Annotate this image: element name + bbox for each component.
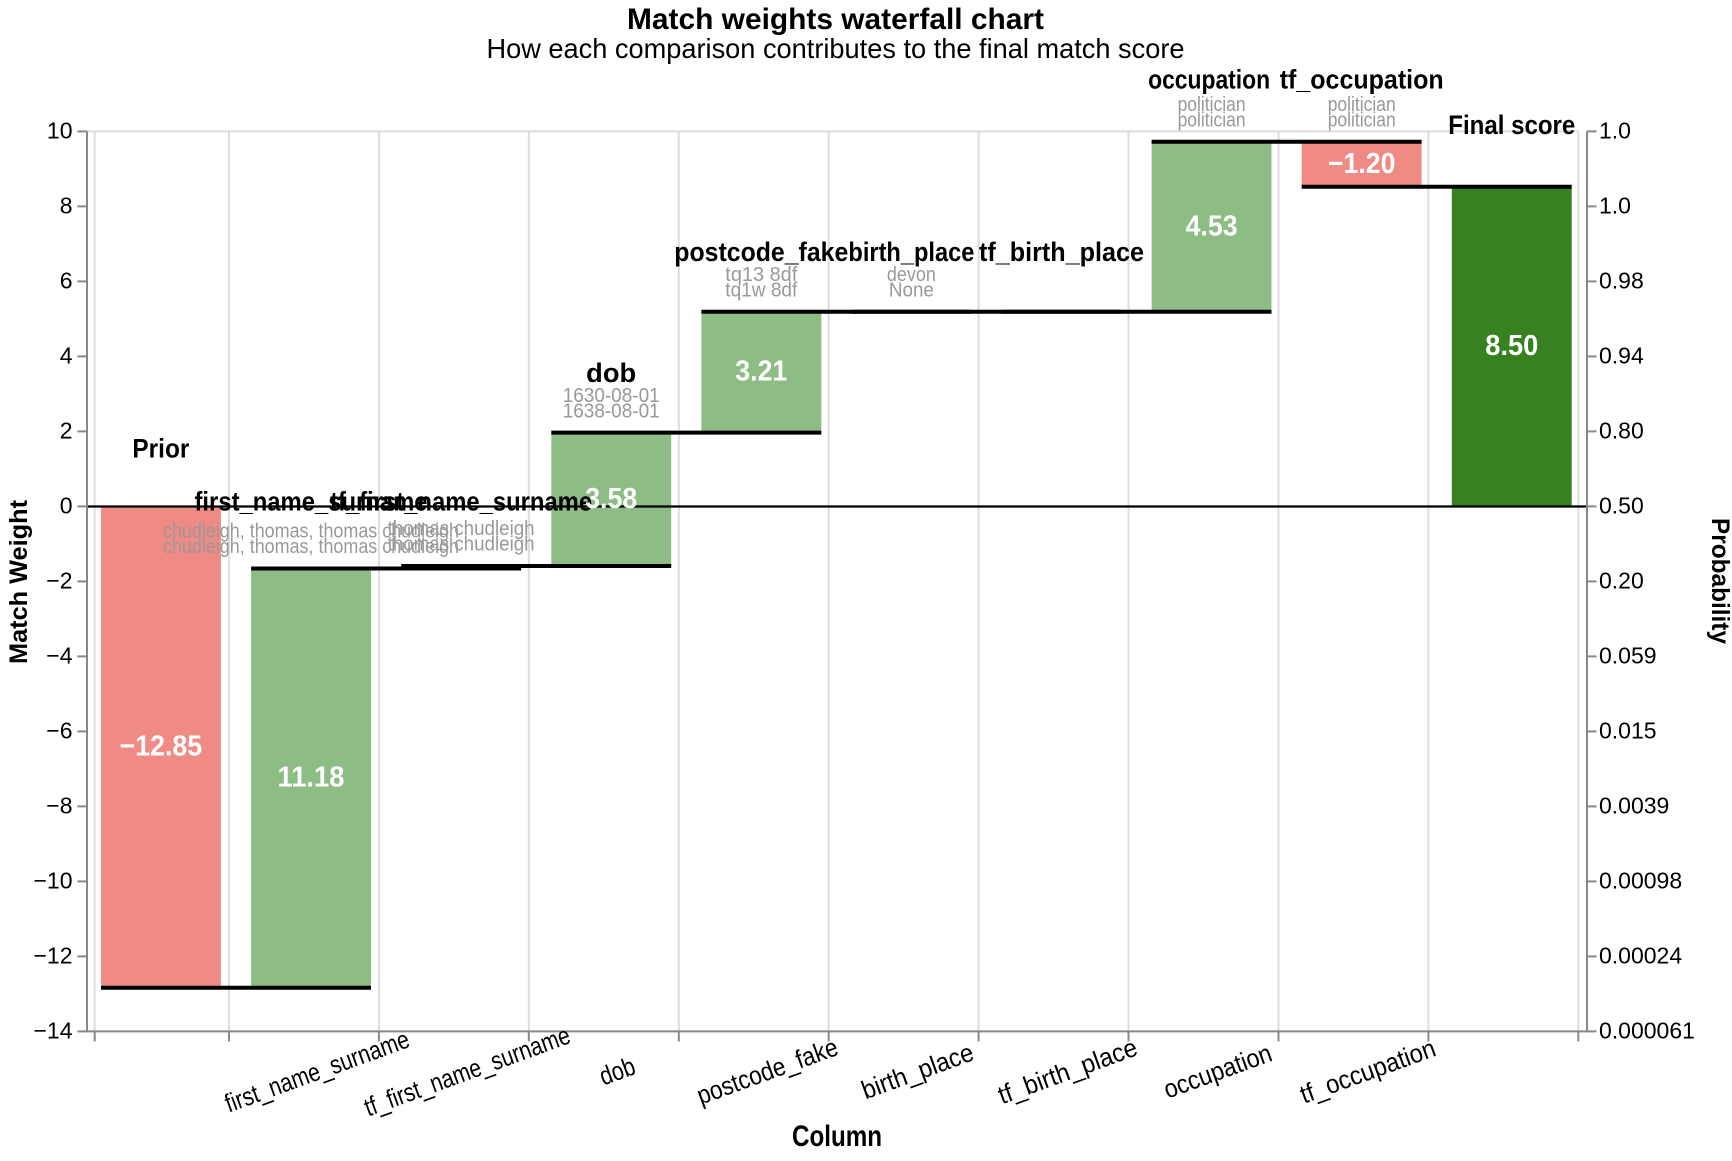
svg-text:politician: politician	[1328, 93, 1396, 116]
svg-text:tf_first_name_surname: tf_first_name_surname	[330, 487, 592, 517]
svg-text:first_name_surname: first_name_surname	[195, 487, 428, 517]
svg-text:tq1w 8df: tq1w 8df	[725, 279, 797, 302]
svg-text:4: 4	[60, 343, 73, 369]
svg-text:1638-08-01: 1638-08-01	[563, 399, 660, 422]
svg-text:4.53: 4.53	[1186, 210, 1238, 242]
svg-text:Final score: Final score	[1448, 110, 1575, 140]
svg-text:chudleigh, thomas, thomas chud: chudleigh, thomas, thomas chudleigh	[163, 535, 459, 558]
svg-text:1630-08-01: 1630-08-01	[563, 384, 660, 407]
svg-text:8.50: 8.50	[1485, 330, 1538, 362]
svg-text:Match Weight: Match Weight	[5, 499, 33, 664]
svg-text:−10: −10	[33, 868, 72, 894]
svg-text:thomas chudleigh: thomas chudleigh	[388, 533, 535, 556]
svg-text:politician: politician	[1328, 109, 1396, 132]
svg-text:−1.20: −1.20	[1328, 148, 1396, 180]
svg-text:Column: Column	[792, 1120, 882, 1153]
svg-text:0.94: 0.94	[1599, 343, 1644, 369]
svg-text:devon: devon	[887, 263, 936, 286]
svg-text:0.0039: 0.0039	[1599, 793, 1669, 819]
svg-text:0.98: 0.98	[1599, 268, 1644, 294]
svg-text:politician: politician	[1178, 109, 1246, 132]
svg-text:10: 10	[47, 118, 73, 144]
svg-text:2: 2	[60, 418, 73, 444]
svg-text:tf_birth_place: tf_birth_place	[979, 237, 1144, 267]
svg-text:−14: −14	[33, 1018, 72, 1044]
svg-text:−6: −6	[46, 718, 72, 744]
svg-text:0.80: 0.80	[1599, 418, 1644, 444]
svg-text:3.21: 3.21	[735, 356, 787, 388]
svg-text:0: 0	[60, 493, 73, 519]
svg-text:birth_place: birth_place	[848, 237, 974, 267]
svg-text:Probability: Probability	[1706, 518, 1732, 644]
svg-text:1.0: 1.0	[1599, 118, 1631, 144]
svg-text:−12.85: −12.85	[120, 731, 202, 763]
svg-text:tq13 8df: tq13 8df	[725, 263, 797, 286]
svg-text:Match weights waterfall chart: Match weights waterfall chart	[627, 3, 1044, 36]
svg-text:dob: dob	[586, 358, 636, 388]
svg-text:0.015: 0.015	[1599, 718, 1657, 744]
svg-text:Prior: Prior	[132, 434, 189, 464]
svg-text:tf_occupation: tf_occupation	[1280, 65, 1444, 95]
svg-text:0.00098: 0.00098	[1599, 868, 1682, 894]
svg-text:0.00024: 0.00024	[1599, 943, 1682, 969]
svg-text:−2: −2	[46, 568, 72, 594]
svg-text:−12: −12	[33, 943, 72, 969]
svg-text:chudleigh, thomas, thomas chud: chudleigh, thomas, thomas chudleigh	[163, 520, 459, 543]
svg-text:6: 6	[60, 268, 73, 294]
svg-text:1.0: 1.0	[1599, 193, 1631, 219]
svg-text:−8: −8	[46, 793, 72, 819]
svg-text:−4: −4	[46, 643, 72, 669]
svg-text:postcode_fake: postcode_fake	[674, 237, 848, 267]
svg-text:How each comparison contribute: How each comparison contributes to the f…	[487, 33, 1185, 64]
svg-text:0.20: 0.20	[1599, 568, 1644, 594]
svg-text:8: 8	[60, 193, 73, 219]
svg-text:0.50: 0.50	[1599, 493, 1644, 519]
svg-text:thomas chudleigh: thomas chudleigh	[388, 517, 535, 540]
svg-text:11.18: 11.18	[278, 762, 345, 794]
svg-text:0.000061: 0.000061	[1599, 1018, 1695, 1044]
svg-text:politician: politician	[1178, 93, 1246, 116]
svg-text:3.58: 3.58	[585, 483, 637, 515]
svg-text:0.059: 0.059	[1599, 643, 1657, 669]
svg-text:None: None	[889, 279, 934, 302]
svg-text:occupation: occupation	[1148, 65, 1270, 95]
